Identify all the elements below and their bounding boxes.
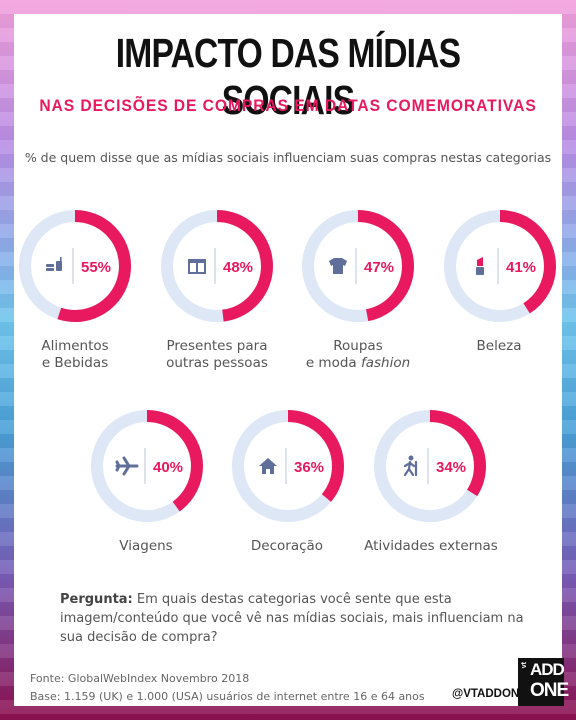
label-line: Decoração	[250, 538, 324, 554]
survey-question: Pergunta: Em quais destas categorias voc…	[60, 590, 530, 647]
donut-value-label: 48%	[223, 259, 253, 276]
donut-value-arc	[374, 410, 486, 522]
category-label-beleza: Beleza	[429, 338, 569, 355]
chart-description: % de quem disse que as mídias sociais in…	[24, 150, 552, 165]
hiker-icon	[403, 455, 418, 477]
icon-part	[329, 258, 347, 274]
category-label-presentes: Presentes para outras pessoas	[147, 338, 287, 372]
label-line: Roupas	[333, 338, 383, 354]
icon-part	[56, 261, 62, 271]
page-title: IMPACTO DAS MÍDIAS SOCIAIS	[115, 30, 461, 123]
icon-part	[196, 259, 198, 273]
donut-decoracao: 36%	[232, 410, 344, 522]
donut-value-label: 34%	[436, 459, 466, 476]
brand-logo: vt ADD ONE	[518, 658, 569, 706]
icon-part	[476, 267, 484, 275]
logo-add: ADD	[530, 660, 565, 679]
logo-vt: vt	[521, 662, 528, 669]
source-note: Fonte: GlobalWebIndex Novembro 2018 Base…	[30, 670, 450, 706]
shirt-icon	[329, 258, 347, 274]
label-line: e Bebidas	[41, 355, 109, 371]
category-label-decoracao: Decoração	[217, 538, 357, 555]
source-line: Fonte: GlobalWebIndex Novembro 2018	[30, 672, 250, 685]
donut-beleza: 41%	[444, 210, 556, 322]
gift-icon	[188, 259, 206, 274]
airplane-icon	[115, 456, 139, 476]
donut-value-arc	[302, 210, 414, 322]
donut-value-arc	[444, 210, 556, 322]
label-line: Atividades externas	[364, 538, 498, 554]
donut-value-arc	[91, 410, 203, 522]
logo-one: ONE	[530, 680, 569, 701]
donut-atividades: 34%	[374, 410, 486, 522]
category-label-viagens: Viagens	[76, 538, 216, 555]
icon-part	[408, 455, 414, 461]
donut-value-arc	[232, 410, 344, 522]
icon-part	[477, 257, 483, 266]
social-handle: @VTADDONE	[452, 688, 527, 700]
label-line: outras pessoas	[166, 355, 268, 371]
label-line: e moda fashion	[288, 355, 428, 372]
donut-value-label: 36%	[294, 459, 324, 476]
icon-part	[259, 458, 277, 474]
house-icon	[259, 458, 277, 474]
label-line: Alimentos	[41, 338, 109, 354]
icon-part	[46, 264, 54, 267]
lipstick-icon	[476, 257, 484, 275]
donut-roupas: 47%	[302, 210, 414, 322]
label-line: Beleza	[476, 338, 522, 354]
icon-part	[60, 257, 62, 262]
donut-value-arc	[19, 210, 131, 322]
donut-presentes: 48%	[161, 210, 273, 322]
infographic-card	[14, 14, 562, 706]
icon-part	[46, 268, 54, 271]
category-label-roupas: Roupas e moda fashion	[288, 338, 428, 372]
label-line: Presentes para	[166, 338, 268, 354]
label-emphasis: fashion	[360, 355, 411, 371]
donut-alimentos: 55%	[19, 210, 131, 322]
donut-viagens: 40%	[91, 410, 203, 522]
category-label-alimentos: Alimentos e Bebidas	[5, 338, 145, 372]
donut-value-arc	[161, 210, 273, 322]
label-text: e moda	[305, 355, 357, 371]
question-text: Em quais destas categorias você sente qu…	[60, 592, 524, 645]
question-prefix: Pergunta:	[60, 592, 133, 607]
icon-part	[403, 460, 418, 477]
icon-part	[115, 456, 139, 476]
donut-value-label: 47%	[364, 259, 394, 276]
donut-value-label: 41%	[506, 259, 536, 276]
donut-value-label: 55%	[81, 259, 111, 276]
food-icon	[46, 257, 62, 271]
page-subtitle: NAS DECISÕES DE COMPRAS EM DATAS COMEMOR…	[39, 96, 537, 115]
label-line: Viagens	[119, 538, 173, 554]
category-label-atividades: Atividades externas	[361, 538, 501, 555]
donut-value-label: 40%	[153, 459, 183, 476]
base-line: Base: 1.159 (UK) e 1.000 (USA) usuários …	[30, 690, 425, 703]
